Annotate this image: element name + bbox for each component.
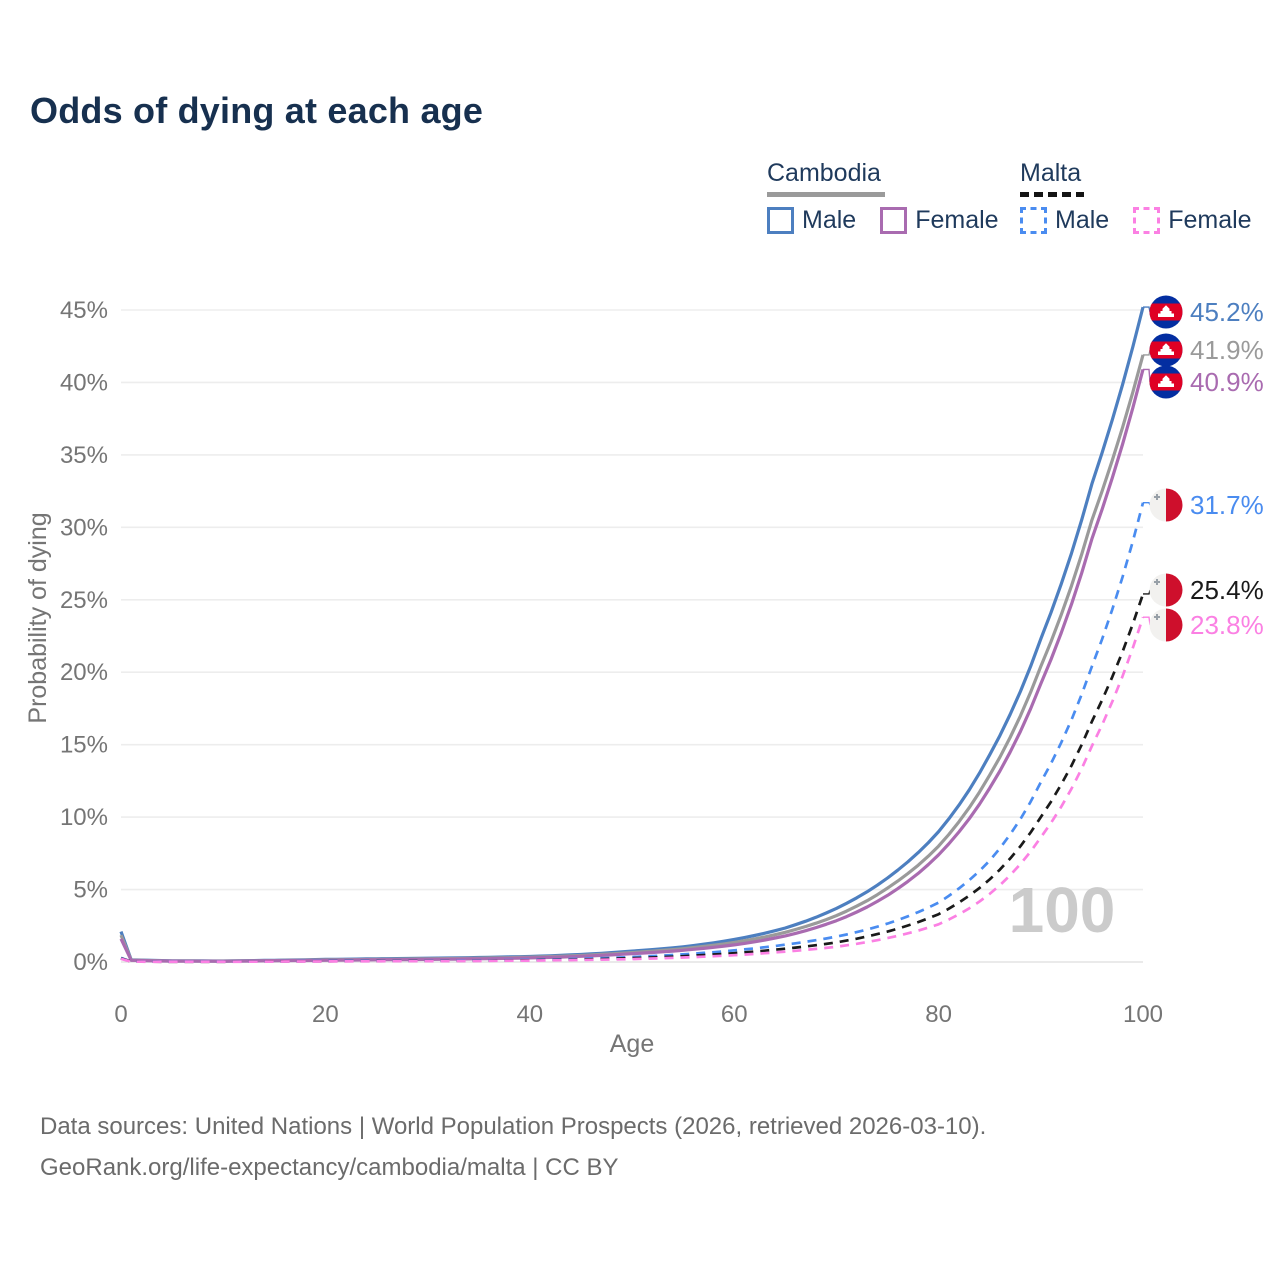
x-tick-label: 100 <box>1123 1001 1163 1028</box>
cambodia-line-style-swatch <box>767 191 885 197</box>
legend-label: Female <box>1168 205 1252 234</box>
line-cambodia-both <box>119 354 1145 963</box>
cambodia-female-swatch-icon[interactable] <box>880 206 908 234</box>
x-tick-label: 20 <box>312 1001 339 1028</box>
legend-item-cambodia-female[interactable]: Female <box>880 205 999 235</box>
end-value-label: 40.9% <box>1190 367 1264 397</box>
x-tick-label: 60 <box>721 1001 748 1028</box>
line-malta-male <box>120 502 1145 964</box>
legend-group-cambodia: Cambodia Male Female <box>767 159 999 235</box>
end-value-label: 25.4% <box>1190 575 1264 605</box>
legend-country-cambodia: Cambodia <box>767 159 881 187</box>
malta-flag-icon <box>1149 573 1183 607</box>
legend-group-malta: Malta Male Female <box>1020 159 1252 235</box>
watermark-age-label: 100 <box>1009 874 1116 946</box>
legend-item-malta-female[interactable]: Female <box>1133 205 1252 235</box>
x-tick-label: 0 <box>114 1001 127 1028</box>
legend-label: Male <box>802 205 857 234</box>
chart-canvas[interactable]: 0% 5% 10% 15% 20% 25% 30% 35% 40% 45% 0 20 40 60 80 100… <box>0 0 1280 1080</box>
legend-label: Male <box>1055 205 1110 234</box>
malta-flag-icon <box>1149 488 1183 522</box>
end-label-cambodia-female: 40.9% <box>1149 365 1264 399</box>
end-label-cambodia-male: 45.2% <box>1149 295 1264 329</box>
end-label-cambodia-both: 41.9% <box>1149 333 1264 367</box>
end-value-label: 31.7% <box>1190 490 1264 520</box>
end-value-label: 41.9% <box>1190 335 1264 365</box>
cambodia-male-swatch-icon[interactable] <box>767 206 794 234</box>
legend-item-cambodia-male[interactable]: Male <box>767 206 856 235</box>
legend-item-malta-male[interactable]: Male <box>1020 206 1109 235</box>
cambodia-flag-icon <box>1149 333 1183 367</box>
y-tick-label: 40% <box>60 369 108 396</box>
y-tick-label: 0% <box>73 949 108 976</box>
end-label-malta-male: 31.7% <box>1149 488 1264 522</box>
y-tick-label: 5% <box>73 877 108 904</box>
y-tick-label: 10% <box>60 804 108 831</box>
leader-line <box>1143 368 1151 383</box>
malta-male-swatch-icon[interactable] <box>1020 206 1047 234</box>
y-tick-label: 15% <box>60 732 108 759</box>
footer-attribution-link[interactable]: GeoRank.org/life-expectancy/cambodia/mal… <box>40 1154 619 1182</box>
footer: Data sources: United Nations | World Pop… <box>40 1106 986 1189</box>
cambodia-flag-icon <box>1149 295 1183 329</box>
legend-country-malta: Malta <box>1020 159 1082 187</box>
line-cambodia-male <box>119 306 1145 963</box>
y-tick-label: 45% <box>60 297 108 324</box>
end-label-malta-both: 25.4% <box>1149 573 1264 607</box>
end-value-label: 45.2% <box>1190 297 1264 327</box>
cambodia-flag-icon <box>1149 365 1183 399</box>
end-value-label: 23.8% <box>1190 610 1264 640</box>
legend-label: Female <box>915 205 999 234</box>
malta-flag-icon <box>1149 608 1183 642</box>
footer-data-sources: Data sources: United Nations | World Pop… <box>40 1113 987 1140</box>
y-tick-label: 25% <box>60 587 108 614</box>
y-axis-title: Probability of dying <box>24 512 52 723</box>
page-title: Odds of dying at each age <box>30 90 484 131</box>
x-axis-title: Age <box>610 1030 654 1058</box>
leader-line <box>1143 616 1151 626</box>
x-tick-label: 40 <box>516 1001 543 1028</box>
y-tick-label: 20% <box>60 659 108 686</box>
end-label-malta-female: 23.8% <box>1149 608 1264 642</box>
x-tick-label: 80 <box>925 1001 952 1028</box>
malta-female-swatch-icon[interactable] <box>1133 206 1161 234</box>
y-tick-label: 35% <box>60 442 108 469</box>
y-tick-label: 30% <box>60 514 108 541</box>
line-cambodia-female <box>119 368 1145 963</box>
malta-line-style-swatch <box>1020 191 1084 197</box>
